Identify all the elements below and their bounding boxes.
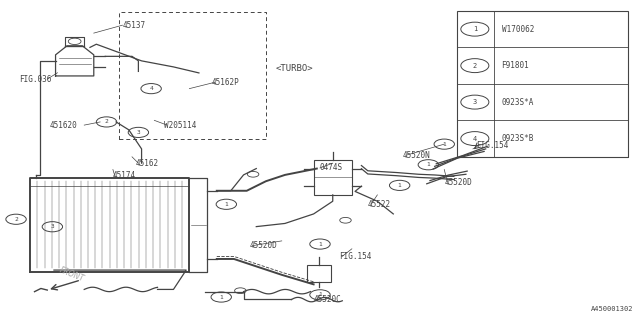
- Text: FIG.154: FIG.154: [339, 252, 371, 261]
- Text: 0474S: 0474S: [320, 164, 343, 172]
- Bar: [307, 265, 332, 282]
- Text: 0923S*B: 0923S*B: [502, 134, 534, 143]
- Text: 4: 4: [473, 136, 477, 141]
- Text: 1: 1: [225, 202, 228, 207]
- Text: 45520D: 45520D: [444, 178, 472, 187]
- Text: <TURBO>: <TURBO>: [275, 63, 313, 73]
- Text: FIG.154: FIG.154: [476, 141, 509, 150]
- Text: 1: 1: [318, 292, 322, 297]
- Text: 2: 2: [14, 217, 18, 222]
- Text: 451620: 451620: [49, 121, 77, 130]
- Text: 0923S*A: 0923S*A: [502, 98, 534, 107]
- Text: 45520D: 45520D: [250, 241, 278, 250]
- Text: W205114: W205114: [164, 121, 196, 130]
- Text: 1: 1: [426, 162, 430, 167]
- Text: 45174: 45174: [113, 172, 136, 180]
- Text: W170062: W170062: [502, 25, 534, 34]
- Text: 3: 3: [136, 130, 140, 135]
- Text: 1: 1: [318, 242, 322, 247]
- Text: 1: 1: [398, 183, 401, 188]
- Text: 1: 1: [220, 294, 223, 300]
- Text: 1: 1: [442, 142, 446, 147]
- Text: 45522: 45522: [368, 200, 391, 209]
- Text: 45137: 45137: [122, 21, 145, 30]
- Text: FRONT: FRONT: [58, 266, 85, 284]
- Bar: [457, 11, 628, 157]
- Text: 1: 1: [473, 26, 477, 32]
- Text: 45162P: 45162P: [212, 78, 239, 87]
- Text: 2: 2: [473, 63, 477, 68]
- Text: 4: 4: [149, 86, 153, 91]
- Text: 45520N: 45520N: [403, 151, 431, 160]
- Text: F91801: F91801: [502, 61, 529, 70]
- Text: 2: 2: [105, 119, 108, 124]
- Text: 3: 3: [473, 99, 477, 105]
- Text: 45520C: 45520C: [314, 295, 341, 304]
- Text: A450001302: A450001302: [591, 306, 634, 312]
- Text: 45162: 45162: [135, 159, 158, 168]
- Text: FIG.036: FIG.036: [19, 75, 52, 84]
- Text: 3: 3: [51, 224, 54, 229]
- Bar: [314, 160, 352, 195]
